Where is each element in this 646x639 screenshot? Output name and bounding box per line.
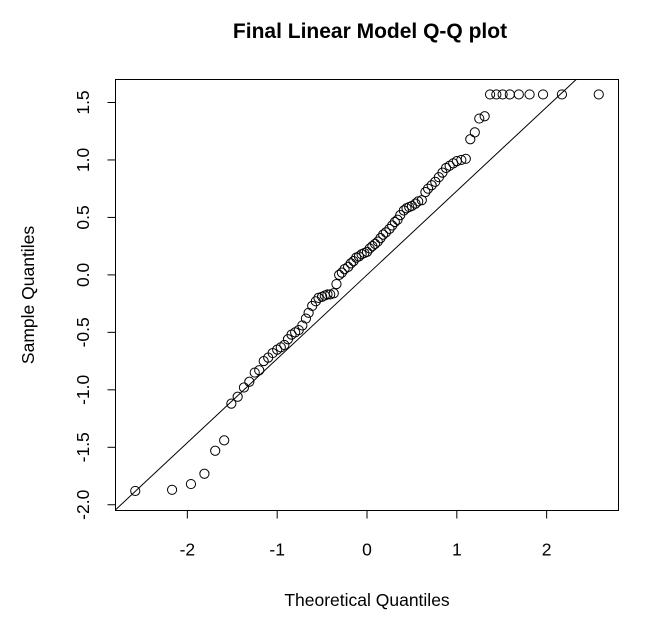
data-point xyxy=(387,220,398,231)
data-point xyxy=(238,382,250,393)
x-tick-label: 2 xyxy=(542,540,552,560)
data-point xyxy=(444,160,455,171)
x-axis: -2 -1 0 1 2 xyxy=(180,510,552,560)
data-point xyxy=(474,113,485,124)
y-tick-label: 0.0 xyxy=(73,262,93,287)
data-point xyxy=(469,127,480,138)
y-tick-label: 1.5 xyxy=(73,90,93,114)
data-point xyxy=(185,478,197,490)
data-point xyxy=(524,89,535,100)
data-point xyxy=(286,329,297,340)
qq-reference-line xyxy=(115,79,577,511)
data-point xyxy=(343,261,354,272)
data-point xyxy=(484,89,496,100)
data-point xyxy=(537,89,549,100)
data-point xyxy=(378,229,389,240)
data-point xyxy=(322,289,333,300)
x-axis-label: Theoretical Quantiles xyxy=(284,590,450,610)
data-point xyxy=(290,327,301,338)
y-tick-label: 1.0 xyxy=(73,148,93,173)
data-point xyxy=(556,89,568,100)
data-point xyxy=(244,376,255,387)
y-tick-label: -1.5 xyxy=(73,432,93,462)
data-point xyxy=(465,134,476,145)
x-tick-label: 0 xyxy=(362,540,372,560)
data-point xyxy=(328,288,339,299)
x-tick-label: -1 xyxy=(269,540,285,560)
data-point xyxy=(456,154,467,166)
data-point xyxy=(254,365,265,376)
plot-frame xyxy=(115,79,619,511)
data-point xyxy=(345,258,356,269)
data-point xyxy=(232,391,243,402)
data-point xyxy=(420,187,431,198)
y-tick-label: -0.5 xyxy=(73,317,93,347)
data-point xyxy=(353,251,365,262)
data-point xyxy=(331,278,342,290)
data-point xyxy=(303,307,314,318)
data-point xyxy=(440,162,452,174)
x-tick-label: 1 xyxy=(452,540,462,560)
data-point xyxy=(389,216,400,228)
y-tick-label: -1.0 xyxy=(73,374,93,404)
data-points xyxy=(130,89,604,497)
data-point xyxy=(219,435,230,446)
data-point xyxy=(398,205,409,216)
data-point xyxy=(372,236,383,247)
data-point xyxy=(410,198,421,209)
data-point xyxy=(130,485,141,497)
data-point xyxy=(593,89,604,100)
data-point xyxy=(479,111,490,122)
data-point xyxy=(361,246,373,257)
data-point xyxy=(210,445,221,456)
data-point xyxy=(369,238,381,249)
y-tick-label: 0.5 xyxy=(73,205,93,229)
data-point xyxy=(300,313,312,324)
y-axis-label: Sample Quantiles xyxy=(18,226,38,364)
data-point xyxy=(380,227,391,238)
data-point xyxy=(426,180,437,191)
data-point xyxy=(375,233,386,244)
data-point xyxy=(422,183,434,194)
data-point xyxy=(166,484,178,495)
data-point xyxy=(504,89,515,100)
data-point xyxy=(272,344,283,355)
data-point xyxy=(279,339,290,351)
data-point xyxy=(384,223,395,235)
data-point xyxy=(334,269,345,280)
data-point xyxy=(460,153,471,164)
data-point xyxy=(275,342,286,353)
reference-line-group xyxy=(115,79,577,511)
data-point xyxy=(336,267,347,278)
x-tick-label: -2 xyxy=(180,540,196,560)
data-point xyxy=(226,398,237,409)
data-point xyxy=(297,320,308,331)
data-point xyxy=(491,89,502,100)
chart-title: Final Linear Model Q-Q plot xyxy=(233,20,507,43)
y-axis: -2.0 -1.5 -1.0 -0.5 0.0 0.5 1.0 1.5 xyxy=(73,90,116,520)
data-point xyxy=(199,468,210,479)
data-point xyxy=(339,264,350,275)
data-point xyxy=(513,89,524,100)
data-point xyxy=(497,89,508,100)
y-tick-label: -2.0 xyxy=(73,489,93,519)
